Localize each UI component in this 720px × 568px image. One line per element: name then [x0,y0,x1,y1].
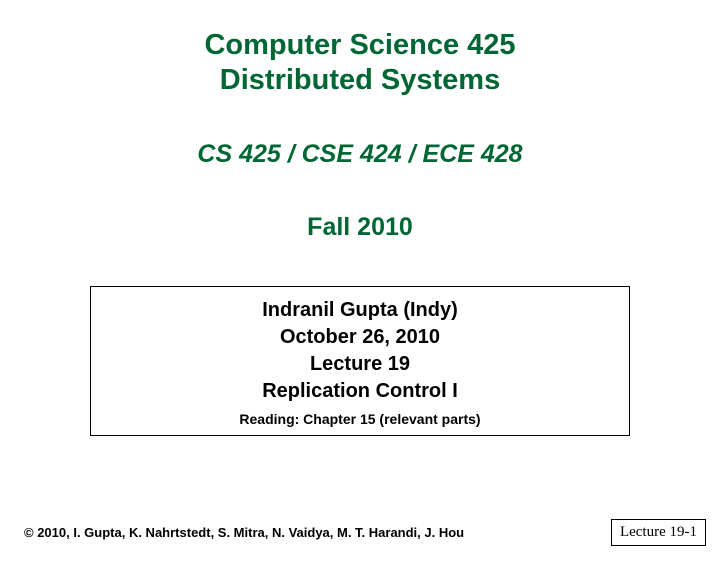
crosslist-text: CS 425 / CSE 424 / ECE 428 [0,140,720,169]
lecture-line: Lecture 19 [101,351,619,378]
title-line-1: Computer Science 425 [0,28,720,63]
lecture-badge: Lecture 19-1 [611,519,706,546]
title-line-2: Distributed Systems [0,63,720,98]
info-box: Indranil Gupta (Indy) October 26, 2010 L… [90,286,630,436]
title-block: Computer Science 425 Distributed Systems [0,28,720,98]
reading-line: Reading: Chapter 15 (relevant parts) [101,411,619,427]
footer: © 2010, I. Gupta, K. Nahrtstedt, S. Mitr… [0,524,720,542]
topic-line: Replication Control I [101,378,619,405]
date-line: October 26, 2010 [101,324,619,351]
copyright-text: © 2010, I. Gupta, K. Nahrtstedt, S. Mitr… [24,525,464,540]
term-text: Fall 2010 [0,213,720,242]
instructor-line: Indranil Gupta (Indy) [101,297,619,324]
